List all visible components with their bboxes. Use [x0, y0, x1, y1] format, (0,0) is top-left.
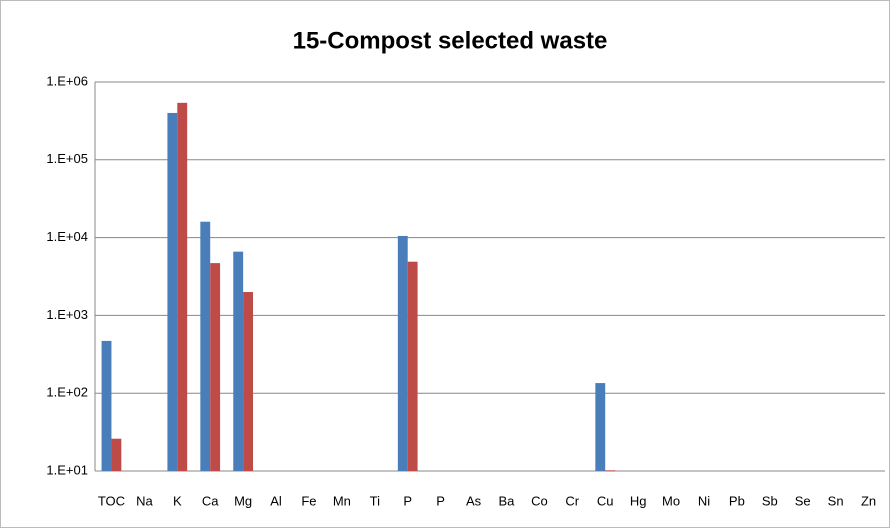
x-tick-label: Ba — [499, 493, 516, 508]
x-tick-label: Al — [270, 493, 282, 508]
x-tick-label: Zn — [861, 493, 876, 508]
bar — [243, 291, 253, 471]
bar — [233, 251, 244, 471]
bar — [177, 102, 188, 471]
bar — [111, 438, 122, 471]
y-tick-label: 1.E+03 — [46, 307, 88, 322]
x-tick-label: Se — [795, 493, 811, 508]
x-tick-label: P — [436, 493, 445, 508]
y-tick-label: 1.E+02 — [46, 385, 88, 400]
bar — [595, 383, 606, 471]
bar — [397, 235, 408, 471]
x-tick-label: Sn — [828, 493, 844, 508]
y-tick-label: 1.E+01 — [46, 462, 88, 477]
chart-title: 15-Compost selected waste — [293, 27, 608, 54]
x-tick-label: Mn — [333, 493, 351, 508]
x-tick-label: Ca — [202, 493, 219, 508]
x-tick-label: P — [403, 493, 412, 508]
x-tick-label: As — [466, 493, 482, 508]
x-tick-label: Co — [531, 493, 548, 508]
bar — [407, 261, 418, 471]
x-tick-label: Hg — [630, 493, 647, 508]
x-tick-label: Mg — [234, 493, 252, 508]
y-tick-label: 1.E+05 — [46, 151, 88, 166]
x-tick-label: Fe — [301, 493, 316, 508]
bar — [200, 221, 211, 471]
x-tick-label: Cu — [597, 493, 614, 508]
x-tick-label: Ni — [698, 493, 710, 508]
x-tick-label: TOC — [98, 493, 125, 508]
bar — [605, 470, 616, 472]
x-tick-label: Na — [136, 493, 153, 508]
x-tick-label: Mo — [662, 493, 680, 508]
bar — [210, 263, 221, 471]
x-tick-label: Ti — [370, 493, 380, 508]
x-tick-label: Pb — [729, 493, 745, 508]
x-tick-label: Cr — [565, 493, 579, 508]
x-tick-label: Sb — [762, 493, 778, 508]
bar — [167, 112, 178, 472]
bar — [101, 340, 112, 471]
x-tick-label: K — [173, 493, 182, 508]
y-tick-label: 1.E+04 — [46, 229, 88, 244]
y-tick-label: 1.E+06 — [46, 73, 88, 88]
